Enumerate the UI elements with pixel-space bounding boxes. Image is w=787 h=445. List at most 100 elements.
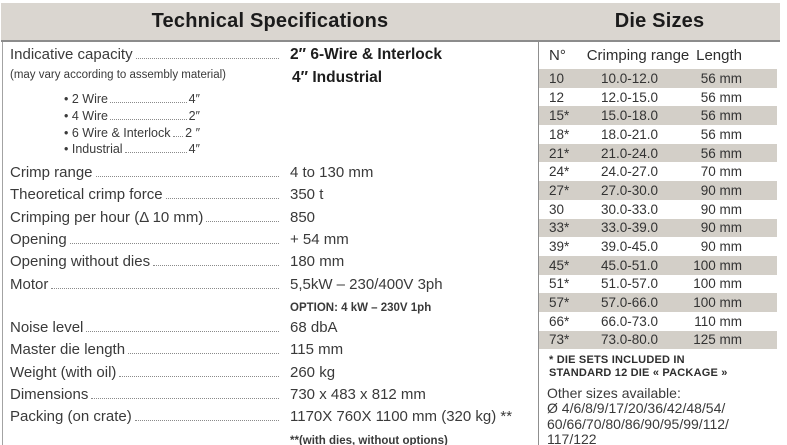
dotted-leader <box>124 152 187 154</box>
col-header-number: N° <box>549 47 566 64</box>
die-crimping-range: 57.0-66.0 <box>601 295 659 311</box>
spec-row: Motor 5,5kW – 230/400V 3ph <box>10 276 534 298</box>
die-number: 10 <box>549 70 565 86</box>
die-table-row: 33* 33.0-39.0 90 mm <box>539 218 777 238</box>
die-crimping-range: 39.0-45.0 <box>601 239 659 255</box>
other-sizes-line3: 117/122 <box>547 431 597 445</box>
dotted-leader <box>172 135 184 137</box>
die-table-row: 24* 24.0-27.0 70 mm <box>539 162 777 181</box>
spec-label: Opening <box>10 231 67 249</box>
spec-label-wrap: Opening without dies <box>10 253 282 270</box>
die-table-row: 45* 45.0-51.0 100 mm <box>539 255 777 275</box>
die-length: 56 mm <box>700 145 742 161</box>
die-length: 125 mm <box>693 332 742 348</box>
spec-label: Master die length <box>10 341 126 359</box>
die-length: 56 mm <box>700 70 742 86</box>
spec-value: 68 dbA <box>290 318 338 336</box>
col-header-crimping-range: Crimping range <box>586 47 690 64</box>
die-number: 15* <box>549 108 570 124</box>
die-number: 33* <box>549 220 570 236</box>
die-crimping-range: 24.0-27.0 <box>601 164 659 180</box>
capacity-bullet-row: 2 Wire 4″ <box>64 92 200 109</box>
spec-label-wrap: Noise level <box>10 319 282 336</box>
die-length: 90 mm <box>700 239 742 255</box>
spec-note: OPTION: 4 kW – 230V 1ph <box>290 302 432 315</box>
die-table-row: 21* 21.0-24.0 56 mm <box>539 143 777 163</box>
die-table-row: 73* 73.0-80.0 125 mm <box>539 330 777 350</box>
die-table-row: 39* 39.0-45.0 90 mm <box>539 237 777 256</box>
left-edge-rule <box>2 42 3 445</box>
spec-label: Opening without dies <box>10 253 151 271</box>
spec-value: 180 mm <box>290 253 345 271</box>
die-length: 100 mm <box>693 276 742 292</box>
die-length: 90 mm <box>700 201 742 217</box>
other-sizes-line1: Ø 4/6/8/9/17/20/36/42/48/54/ <box>547 400 726 417</box>
section-divider-rule <box>538 42 539 445</box>
dotted-leader <box>51 287 279 289</box>
capacity-bullet-row: 4 Wire 2″ <box>64 109 200 126</box>
spec-label: Crimp range <box>10 164 93 182</box>
other-sizes-title: Other sizes available: <box>547 385 681 402</box>
die-crimping-range: 30.0-33.0 <box>601 201 659 217</box>
die-length: 100 mm <box>693 295 742 311</box>
die-number: 12 <box>549 89 565 105</box>
die-number: 27* <box>549 182 570 198</box>
die-crimping-range: 10.0-12.0 <box>601 70 659 86</box>
die-number: 18* <box>549 126 570 142</box>
spec-value: 850 <box>290 208 316 226</box>
dotted-leader <box>69 243 279 245</box>
dotted-leader <box>86 330 279 332</box>
spec-label: Crimping per hour (Δ 10 mm) <box>10 208 204 226</box>
die-table-row: 12 12.0-15.0 56 mm <box>539 88 777 107</box>
die-table-row: 66* 66.0-73.0 110 mm <box>539 312 777 331</box>
spec-row: Weight (with oil) 260 kg <box>10 364 534 386</box>
die-footnote-line1: * DIE SETS INCLUDED IN <box>549 354 685 367</box>
spec-row: Opening without dies 180 mm <box>10 253 534 275</box>
spec-label: Packing (on crate) <box>10 408 132 426</box>
die-number: 21* <box>549 145 570 161</box>
spec-row: Opening + 54 mm <box>10 231 534 253</box>
dotted-leader <box>128 353 279 355</box>
die-table-header: N° Crimping range Length <box>539 42 777 69</box>
die-crimping-range: 21.0-24.0 <box>601 145 659 161</box>
die-length: 56 mm <box>700 126 742 142</box>
bullet-value: 4″ <box>188 92 200 106</box>
dotted-leader <box>109 102 187 103</box>
die-crimping-range: 27.0-30.0 <box>601 182 659 198</box>
spec-value: 730 x 483 x 812 mm <box>290 385 426 403</box>
dotted-leader <box>109 118 187 120</box>
spec-label-wrap: Master die length <box>10 341 282 358</box>
spec-row: Crimp range 4 to 130 mm <box>10 164 534 186</box>
die-crimping-range: 45.0-51.0 <box>601 257 659 273</box>
die-table-row: 30 30.0-33.0 90 mm <box>539 200 777 219</box>
spec-label-wrap: Opening <box>10 231 282 248</box>
spec-row: Master die length 115 mm <box>10 341 534 363</box>
die-sizes-title: Die Sizes <box>614 10 705 32</box>
bullet-value: 2″ <box>188 108 200 123</box>
spec-row: Noise level 68 dbA <box>10 319 534 341</box>
bullet-value: 2 ″ <box>185 125 200 140</box>
spec-list: Crimp range 4 to 130 mm Theoretical crimp … <box>10 164 534 445</box>
spec-row: Crimping per hour (Δ 10 mm) 850 <box>10 209 534 231</box>
die-length: 110 mm <box>694 313 742 329</box>
die-table-row: 27* 27.0-30.0 90 mm <box>539 181 777 200</box>
die-crimping-range: 73.0-80.0 <box>601 332 659 348</box>
die-length: 90 mm <box>700 182 742 198</box>
bullet-label: 6 Wire & Interlock <box>64 126 171 140</box>
capacity-value-line2: 4″ Industrial <box>292 69 383 86</box>
spec-label: Dimensions <box>10 385 89 403</box>
spec-value: + 54 mm <box>290 231 349 249</box>
spec-label-wrap: Weight (with oil) <box>10 364 282 381</box>
die-number: 45* <box>549 257 570 273</box>
die-crimping-range: 33.0-39.0 <box>601 220 659 236</box>
spec-label: Weight (with oil) <box>10 363 117 381</box>
capacity-value-line1: 2″ 6-Wire & Interlock <box>290 46 442 63</box>
technical-specifications-title: Technical Specifications <box>151 10 389 32</box>
other-sizes-list: Ø 4/6/8/9/17/20/36/42/48/54/ 60/66/70/80… <box>539 401 777 445</box>
die-length: 90 mm <box>700 220 742 236</box>
spec-row: Theoretical crimp force 350 t <box>10 186 534 208</box>
technical-specifications-section: Indicative capacity 2″ 6-Wire & Interloc… <box>10 46 534 445</box>
die-table-row: 57* 57.0-66.0 100 mm <box>539 293 777 312</box>
capacity-bullet-list: 2 Wire 4″ 4 Wire 2″ 6 Wire & Interlock 2 ″ Ind… <box>64 92 534 159</box>
spec-label-wrap: Crimp range <box>10 164 282 181</box>
